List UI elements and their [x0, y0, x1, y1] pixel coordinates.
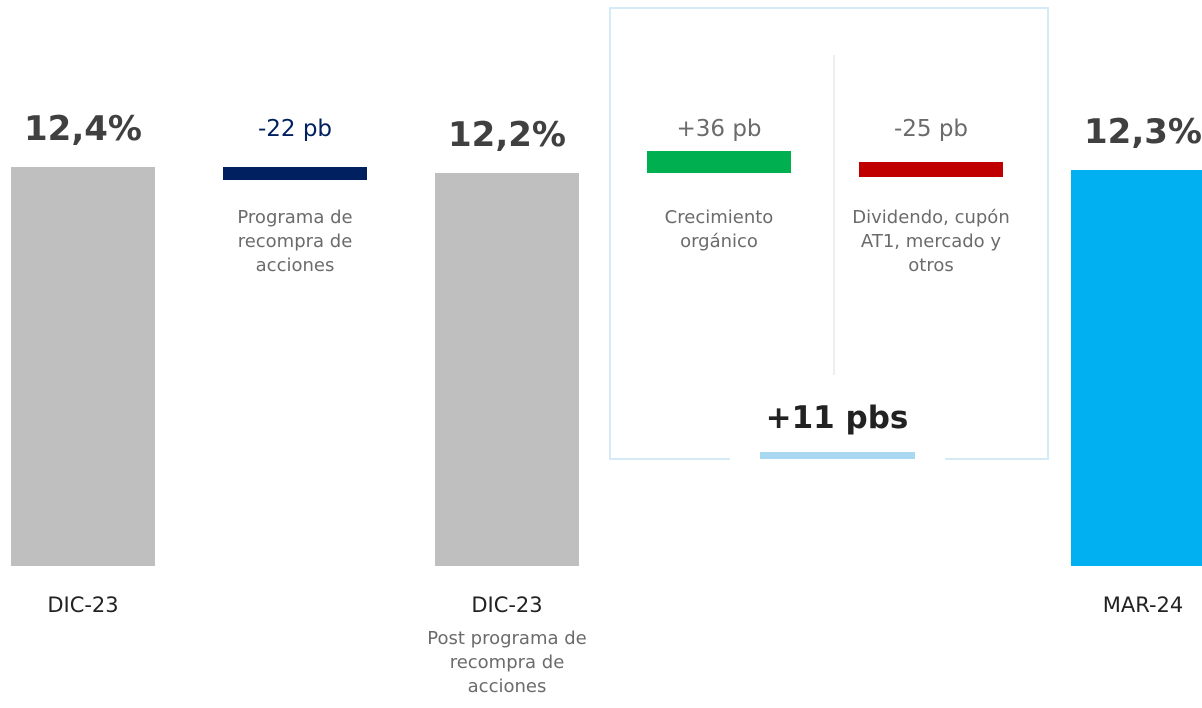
description: Post programa de recompra de acciones — [427, 628, 587, 697]
x-tick-label: DIC-23 — [47, 593, 119, 617]
description: Programa de recompra de acciones — [237, 207, 353, 276]
bar — [647, 150, 791, 174]
bar — [1071, 169, 1202, 566]
delta-label: -22 pb — [257, 116, 333, 142]
group-underline — [760, 452, 915, 459]
description: Dividendo, cupón AT1, mercado y otros — [852, 207, 1010, 276]
description: Crecimiento orgánico — [664, 207, 774, 252]
delta-label: -25 pb — [893, 116, 969, 142]
delta-label: +36 pb — [676, 116, 762, 142]
group-box — [609, 7, 1049, 460]
bar — [11, 166, 155, 566]
bar — [223, 166, 367, 181]
total-label: 12,3% — [1084, 111, 1202, 152]
total-label: 12,2% — [448, 115, 566, 156]
x-tick-label: DIC-23 — [471, 593, 543, 617]
group-label: +11 pbs — [765, 400, 909, 436]
x-tick-label: MAR-24 — [1102, 593, 1184, 617]
bar — [435, 173, 579, 566]
total-label: 12,4% — [24, 108, 142, 149]
bar — [859, 161, 1003, 178]
